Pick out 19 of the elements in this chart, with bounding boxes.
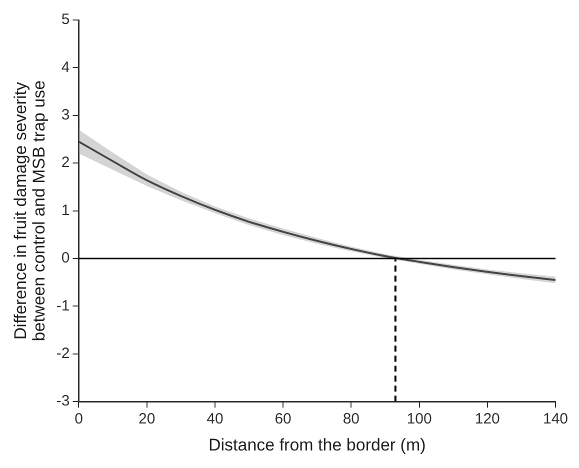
y-axis-title: Difference in fruit damage severity between control and MSB trap use [11, 80, 49, 342]
y-tick-label: -3 [56, 392, 70, 410]
y-tick-label: 5 [61, 11, 70, 28]
y-tick-label: 4 [61, 58, 70, 76]
y-tick-label: 1 [61, 202, 70, 219]
x-tick-label: 140 [542, 410, 568, 428]
x-tick-label: 60 [274, 410, 292, 428]
y-tick-label: -1 [56, 297, 70, 314]
x-tick-label: 20 [138, 410, 156, 428]
x-tick-label: 40 [206, 410, 224, 428]
x-tick-label: 80 [342, 410, 360, 428]
x-axis-title: Distance from the border (m) [208, 435, 426, 454]
x-tick-label: 120 [474, 410, 500, 428]
y-tick-label: 0 [61, 250, 70, 267]
y-tick-label: 2 [61, 154, 70, 172]
x-tick-label: 100 [406, 410, 432, 428]
x-tick-label: 0 [74, 410, 83, 428]
y-tick-label: -2 [56, 345, 70, 362]
y-tick-label: 3 [61, 106, 70, 124]
